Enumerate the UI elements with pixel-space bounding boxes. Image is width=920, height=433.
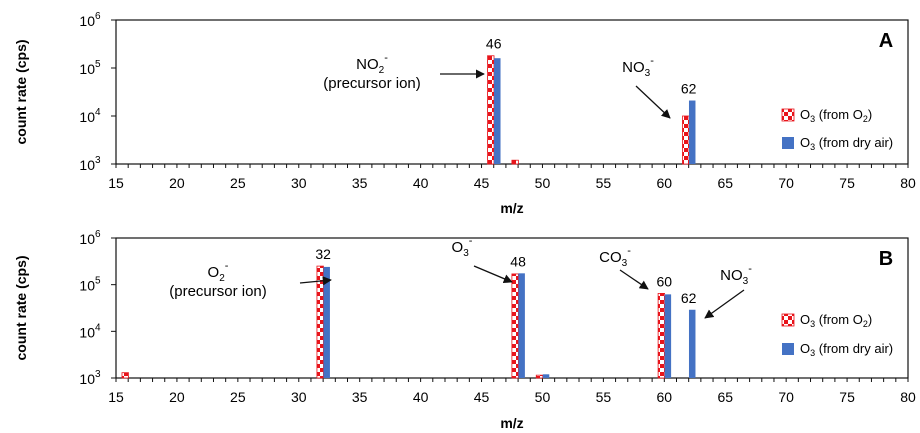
bars [487,55,696,165]
x-tick-label: 20 [169,175,185,191]
bar-from-o2-mz-16 [121,372,129,379]
y-tick-label: 103 [79,369,101,387]
x-tick-label: 25 [230,175,246,191]
legend-swatch-from-o2 [781,313,795,327]
peak-label-60: 60 [657,273,673,289]
x-tick-label: 40 [413,175,429,191]
bar-from-dry-air-mz-50 [542,374,550,378]
bar-from-dry-air-mz-48 [518,273,525,378]
x-tick-label: 60 [657,175,673,191]
x-tick-label: 30 [291,389,307,405]
x-tick-label: 55 [596,389,612,405]
bar-from-dry-air-mz-60 [664,294,672,378]
annotation-co3: CO3- [599,245,631,269]
y-tick-label: 106 [79,11,101,29]
x-axis-label: m/z [500,415,523,431]
annotation-no3: NO3- [622,55,654,79]
annotation-o2: O2- [208,260,229,284]
legend-swatch-from-dry-air [782,137,794,149]
peak-label-32: 32 [315,246,331,262]
panel-b: 103 104 105 106 15 20 25 30 35 40 45 50 55 60 65 70 75 80… [13,229,916,431]
bar-from-o2-mz-60 [657,292,666,379]
annotation-no2: NO2- [356,52,388,76]
bar-from-o2-mz-50 [535,374,544,379]
x-tick-label: 55 [596,175,612,191]
x-tick-label: 20 [169,389,185,405]
x-tick-label: 30 [291,175,307,191]
legend-swatch-from-dry-air [782,343,794,355]
y-tick-label: 106 [79,229,101,247]
y-tick-label: 105 [79,276,101,294]
y-axis-label: count rate (cps) [13,255,29,360]
annotation-o2-note: (precursor ion) [169,283,267,300]
x-tick-label: 50 [535,175,551,191]
x-axis-label: m/z [500,200,523,216]
legend-swatch-from-o2 [781,108,795,122]
peak-label-46: 46 [486,36,502,52]
bars [121,265,696,379]
peak-label-62: 62 [681,81,697,97]
bar-from-o2-mz-48 [511,273,519,379]
x-tick-label: 40 [413,389,429,405]
x-tick-label: 35 [352,389,368,405]
bar-from-o2-mz-62 [682,115,690,165]
x-tick-label: 80 [900,389,916,405]
bar-from-o2-mz-46 [487,55,495,165]
x-tick-label: 15 [108,175,124,191]
x-tick-label: 25 [230,389,246,405]
bar-from-dry-air-mz-46 [494,58,501,164]
x-tick-label: 75 [839,175,855,191]
annotation-arrow [635,85,671,119]
legend-label-from-dry-air: O3 (from dry air) [800,135,893,152]
x-tick-label: 80 [900,175,916,191]
panel-a: 103 104 105 106 15 20 25 30 35 40 45 50 55 60 65 70 75 80… [13,11,916,216]
peak-label-48: 48 [510,253,526,269]
y-tick-label: 104 [79,322,101,340]
x-tick-label: 35 [352,175,368,191]
x-tick-label: 65 [717,175,733,191]
x-tick-label: 70 [778,389,794,405]
annotation-arrow [473,265,513,284]
y-tick-label: 103 [79,155,101,173]
x-tick-label: 45 [474,175,490,191]
annotation-no3: NO3- [720,263,752,287]
x-tick-label: 15 [108,389,124,405]
bar-from-o2-mz-48 [511,159,519,165]
x-tick-label: 65 [717,389,733,405]
panel-label: A [879,30,893,52]
x-tick-label: 75 [839,389,855,405]
bar-from-dry-air-mz-62 [688,309,696,378]
annotation-no2-note: (precursor ion) [323,75,421,92]
legend-label-from-o2: O3 (from O2) [800,312,872,329]
x-tick-label: 70 [778,175,794,191]
y-tick-label: 104 [79,107,101,125]
legend-label-from-dry-air: O3 (from dry air) [800,341,893,358]
bar-from-dry-air-mz-32 [323,266,330,378]
y-axis-label: count rate (cps) [13,39,29,144]
bar-from-o2-mz-32 [316,265,324,379]
annotation-o3: O3- [452,235,473,259]
annotation-arrow [299,276,332,286]
x-tick-label: 45 [474,389,490,405]
x-tick-label: 60 [657,389,673,405]
peak-label-62: 62 [681,290,697,306]
legend-label-from-o2: O3 (from O2) [800,107,872,124]
annotation-arrow [704,289,745,319]
bar-from-dry-air-mz-62 [688,100,696,164]
annotation-arrow [619,269,649,290]
x-tick-label: 50 [535,389,551,405]
y-tick-label: 105 [79,59,101,77]
panel-label: B [879,248,893,270]
